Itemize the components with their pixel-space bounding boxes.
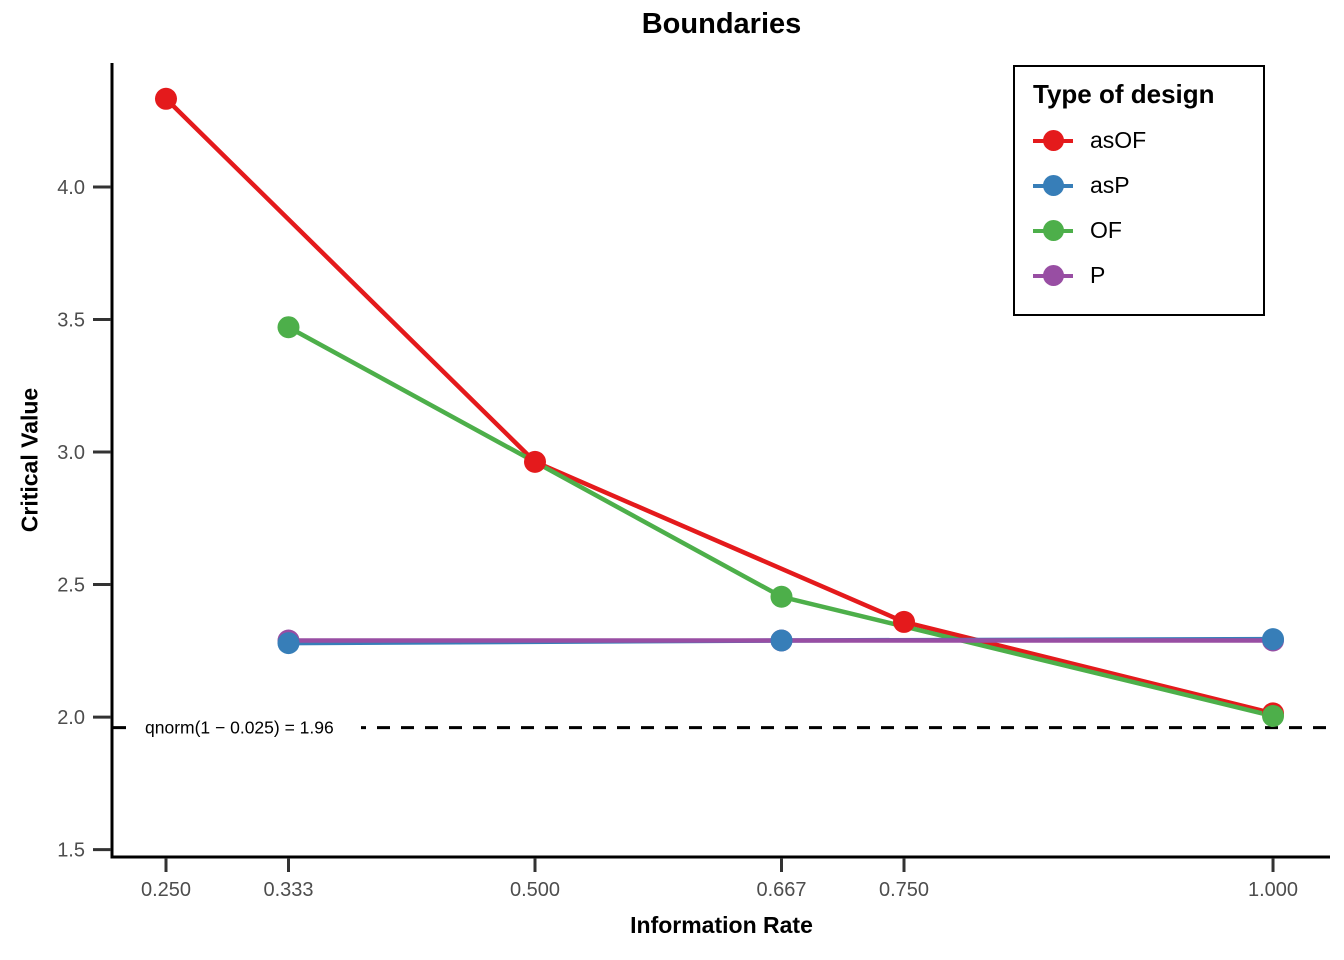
x-tick-label: 0.250 [141, 879, 191, 901]
legend-title: Type of design [1033, 79, 1215, 109]
y-tick-label: 2.5 [57, 575, 85, 597]
x-tick-label: 0.333 [263, 879, 313, 901]
legend-item-asP: asP [1033, 163, 1245, 208]
legend-item-asOF: asOF [1033, 118, 1245, 163]
data-point-asP [277, 632, 300, 655]
y-tick-label: 2.0 [57, 707, 85, 729]
y-tick-label: 4.0 [57, 177, 85, 199]
data-point-OF [277, 316, 300, 339]
data-point-asP [1262, 628, 1285, 651]
x-tick-label: 0.667 [756, 879, 806, 901]
series-line-OF [287, 325, 1274, 719]
x-axis-title: Information Rate [630, 912, 813, 938]
legend-key-icon [1033, 264, 1073, 288]
legend-item-OF: OF [1033, 208, 1245, 253]
x-tick-label: 0.500 [510, 879, 560, 901]
y-tick-label: 3.0 [57, 442, 85, 464]
legend-label: asP [1090, 172, 1130, 198]
legend-items: asOF asP OF P [1033, 118, 1245, 298]
legend-label: P [1090, 262, 1106, 288]
y-tick-label: 3.5 [57, 310, 85, 332]
data-point-OF [770, 585, 793, 608]
data-point-asP [770, 629, 793, 652]
data-point-asOF [154, 87, 177, 110]
legend-key-icon [1033, 129, 1073, 153]
plot-title: Boundaries [641, 8, 802, 40]
data-point-asOF [893, 610, 916, 633]
series-line-asOF [164, 97, 1274, 716]
data-point-OF [1262, 705, 1285, 728]
legend-key-icon [1033, 219, 1073, 243]
legend: Type of design asOF asP OF P [1013, 65, 1265, 316]
legend-item-P: P [1033, 253, 1245, 298]
x-tick-label: 0.750 [879, 879, 929, 901]
x-tick-label: 1.000 [1248, 879, 1298, 901]
y-tick-label: 1.5 [57, 840, 85, 862]
data-point-asOF [524, 450, 547, 473]
legend-label: asOF [1090, 127, 1147, 153]
legend-key-icon [1033, 174, 1073, 198]
threshold-annotation-label: qnorm(1 − 0.025) = 1.96 [145, 718, 334, 738]
threshold-label-background [133, 713, 361, 742]
legend-label: OF [1090, 217, 1122, 243]
